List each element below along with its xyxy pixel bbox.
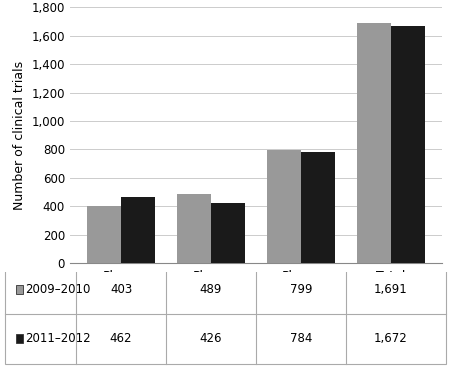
Bar — [391, 25, 425, 263]
Text: 489: 489 — [200, 283, 222, 296]
Text: 403: 403 — [110, 283, 132, 296]
Text: 799: 799 — [290, 283, 312, 296]
Text: 462: 462 — [110, 332, 132, 344]
Text: 1,672: 1,672 — [374, 332, 408, 344]
Bar — [357, 23, 391, 263]
Text: 426: 426 — [200, 332, 222, 344]
Bar — [301, 152, 335, 263]
Text: 2009–2010: 2009–2010 — [25, 283, 90, 296]
Bar — [16, 333, 23, 343]
Bar — [87, 206, 121, 263]
Bar — [121, 198, 155, 263]
Text: 1,691: 1,691 — [374, 283, 408, 296]
Bar — [16, 285, 23, 294]
Text: 784: 784 — [290, 332, 312, 344]
Bar — [211, 203, 245, 263]
Bar — [177, 194, 211, 263]
Bar — [267, 149, 301, 263]
Text: 2011–2012: 2011–2012 — [25, 332, 91, 344]
Y-axis label: Number of clinical trials: Number of clinical trials — [13, 61, 26, 210]
